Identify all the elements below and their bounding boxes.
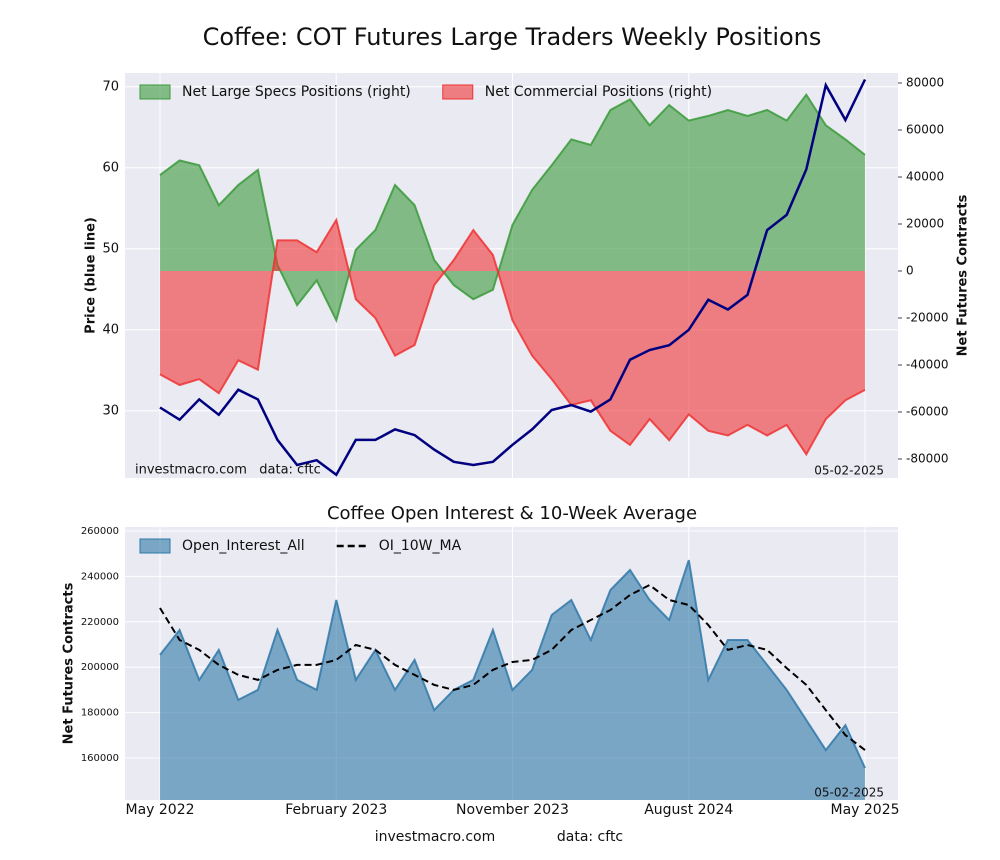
chart-title: Coffee: COT Futures Large Traders Weekly… (203, 23, 822, 51)
legend-label: Open_Interest_All (182, 538, 305, 554)
y-tick-label: 180000 (81, 708, 119, 719)
chart-title: Coffee Open Interest & 10-Week Average (327, 503, 697, 524)
y-tick-label: 240000 (81, 571, 119, 582)
y-tick-label: 260000 (81, 526, 119, 537)
y2-tick-label: -60000 (906, 405, 949, 419)
y2-tick-label: 20000 (906, 216, 944, 230)
y-axis-label: Net Futures Contracts (62, 582, 77, 744)
y2-tick-label: -80000 (906, 452, 949, 466)
x-tick-label: August 2024 (644, 802, 733, 818)
y2-tick-label: 80000 (906, 75, 944, 89)
y-tick-label: 200000 (81, 662, 119, 673)
source-note: investmacro.com data: cftc (135, 463, 321, 478)
area-fill (160, 94, 865, 321)
legend-label: Net Large Specs Positions (right) (182, 84, 411, 100)
y-tick-label: 70 (102, 79, 119, 94)
y-tick-label: 60 (102, 160, 119, 175)
y-axis-label: Price (blue line) (84, 217, 99, 334)
area-fill (160, 220, 865, 455)
y2-tick-label: -40000 (906, 357, 949, 371)
y2-axis-label: Net Futures Contracts (956, 194, 971, 356)
y2-tick-label: -20000 (906, 310, 949, 324)
y-tick-label: 160000 (81, 753, 119, 764)
date-note: 05-02-2025 (814, 464, 884, 478)
y-tick-label: 220000 (81, 617, 119, 628)
legend-swatch (139, 538, 171, 554)
area-line (159, 559, 866, 769)
y-tick-label: 40 (102, 322, 119, 337)
y2-tick-label: 0 (906, 263, 914, 277)
footer-source: data: cftc (557, 829, 623, 845)
legend-label: Net Commercial Positions (right) (485, 84, 712, 100)
y-tick-label: 50 (102, 241, 119, 256)
x-tick-label: May 2025 (830, 802, 899, 818)
x-tick-label: February 2023 (285, 802, 387, 818)
line (159, 78, 867, 477)
legend-swatch (442, 84, 474, 100)
y2-tick-label: 40000 (906, 169, 944, 183)
legend-swatch (139, 84, 171, 100)
x-tick-label: May 2022 (125, 802, 194, 818)
legend-label: OI_10W_MA (379, 538, 462, 554)
y2-tick-label: 60000 (906, 122, 944, 136)
footer-site: investmacro.com (375, 829, 495, 845)
area-fill (160, 560, 865, 800)
date-note: 05-02-2025 (814, 786, 884, 800)
y-tick-label: 30 (102, 403, 119, 418)
line (159, 583, 866, 751)
x-tick-label: November 2023 (456, 802, 569, 818)
area-line (159, 217, 866, 457)
